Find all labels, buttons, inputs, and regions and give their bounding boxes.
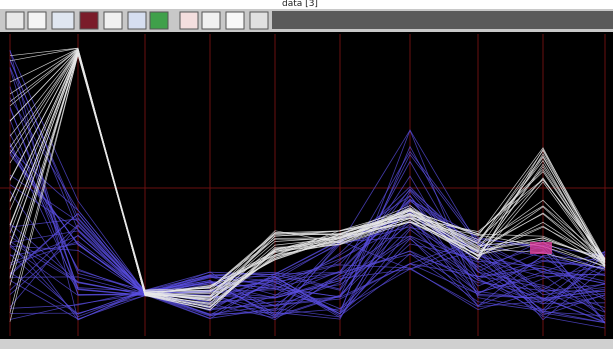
data-line <box>9 129 606 315</box>
data-line <box>9 108 606 324</box>
status-bar <box>0 339 613 349</box>
data-line <box>9 195 606 314</box>
data-line <box>9 59 606 310</box>
tool-button[interactable] <box>103 11 123 30</box>
data-line <box>9 153 606 318</box>
highlight-patch <box>530 242 552 254</box>
data-line <box>9 149 606 315</box>
tool-button[interactable] <box>51 11 75 30</box>
data-line <box>9 229 606 319</box>
data-line <box>9 184 606 299</box>
toolbar-buttons <box>5 11 269 30</box>
tool-button[interactable] <box>27 11 47 30</box>
tool-button[interactable] <box>249 11 269 30</box>
data-line <box>9 51 606 292</box>
data-line <box>9 219 606 324</box>
tool-button[interactable] <box>179 11 199 30</box>
data-line <box>9 50 606 297</box>
tool-button[interactable] <box>225 11 245 30</box>
data-line <box>9 145 606 324</box>
data-line <box>9 263 606 313</box>
data-line <box>9 240 606 316</box>
title-bar <box>272 11 613 29</box>
caption-strip <box>0 0 613 9</box>
data-line <box>9 213 606 323</box>
data-line <box>9 50 606 291</box>
tool-button[interactable] <box>149 11 169 30</box>
caption: data [3] <box>282 0 318 9</box>
tool-button[interactable] <box>5 11 25 30</box>
tool-button[interactable] <box>79 11 99 30</box>
data-line <box>9 129 606 311</box>
polylines <box>9 47 606 329</box>
data-line <box>9 223 606 316</box>
tool-button[interactable] <box>127 11 147 30</box>
data-line <box>9 119 606 301</box>
data-line <box>9 212 606 317</box>
plot-area <box>0 32 613 339</box>
data-line <box>9 51 606 319</box>
data-line <box>9 208 606 321</box>
tool-button[interactable] <box>201 11 221 30</box>
